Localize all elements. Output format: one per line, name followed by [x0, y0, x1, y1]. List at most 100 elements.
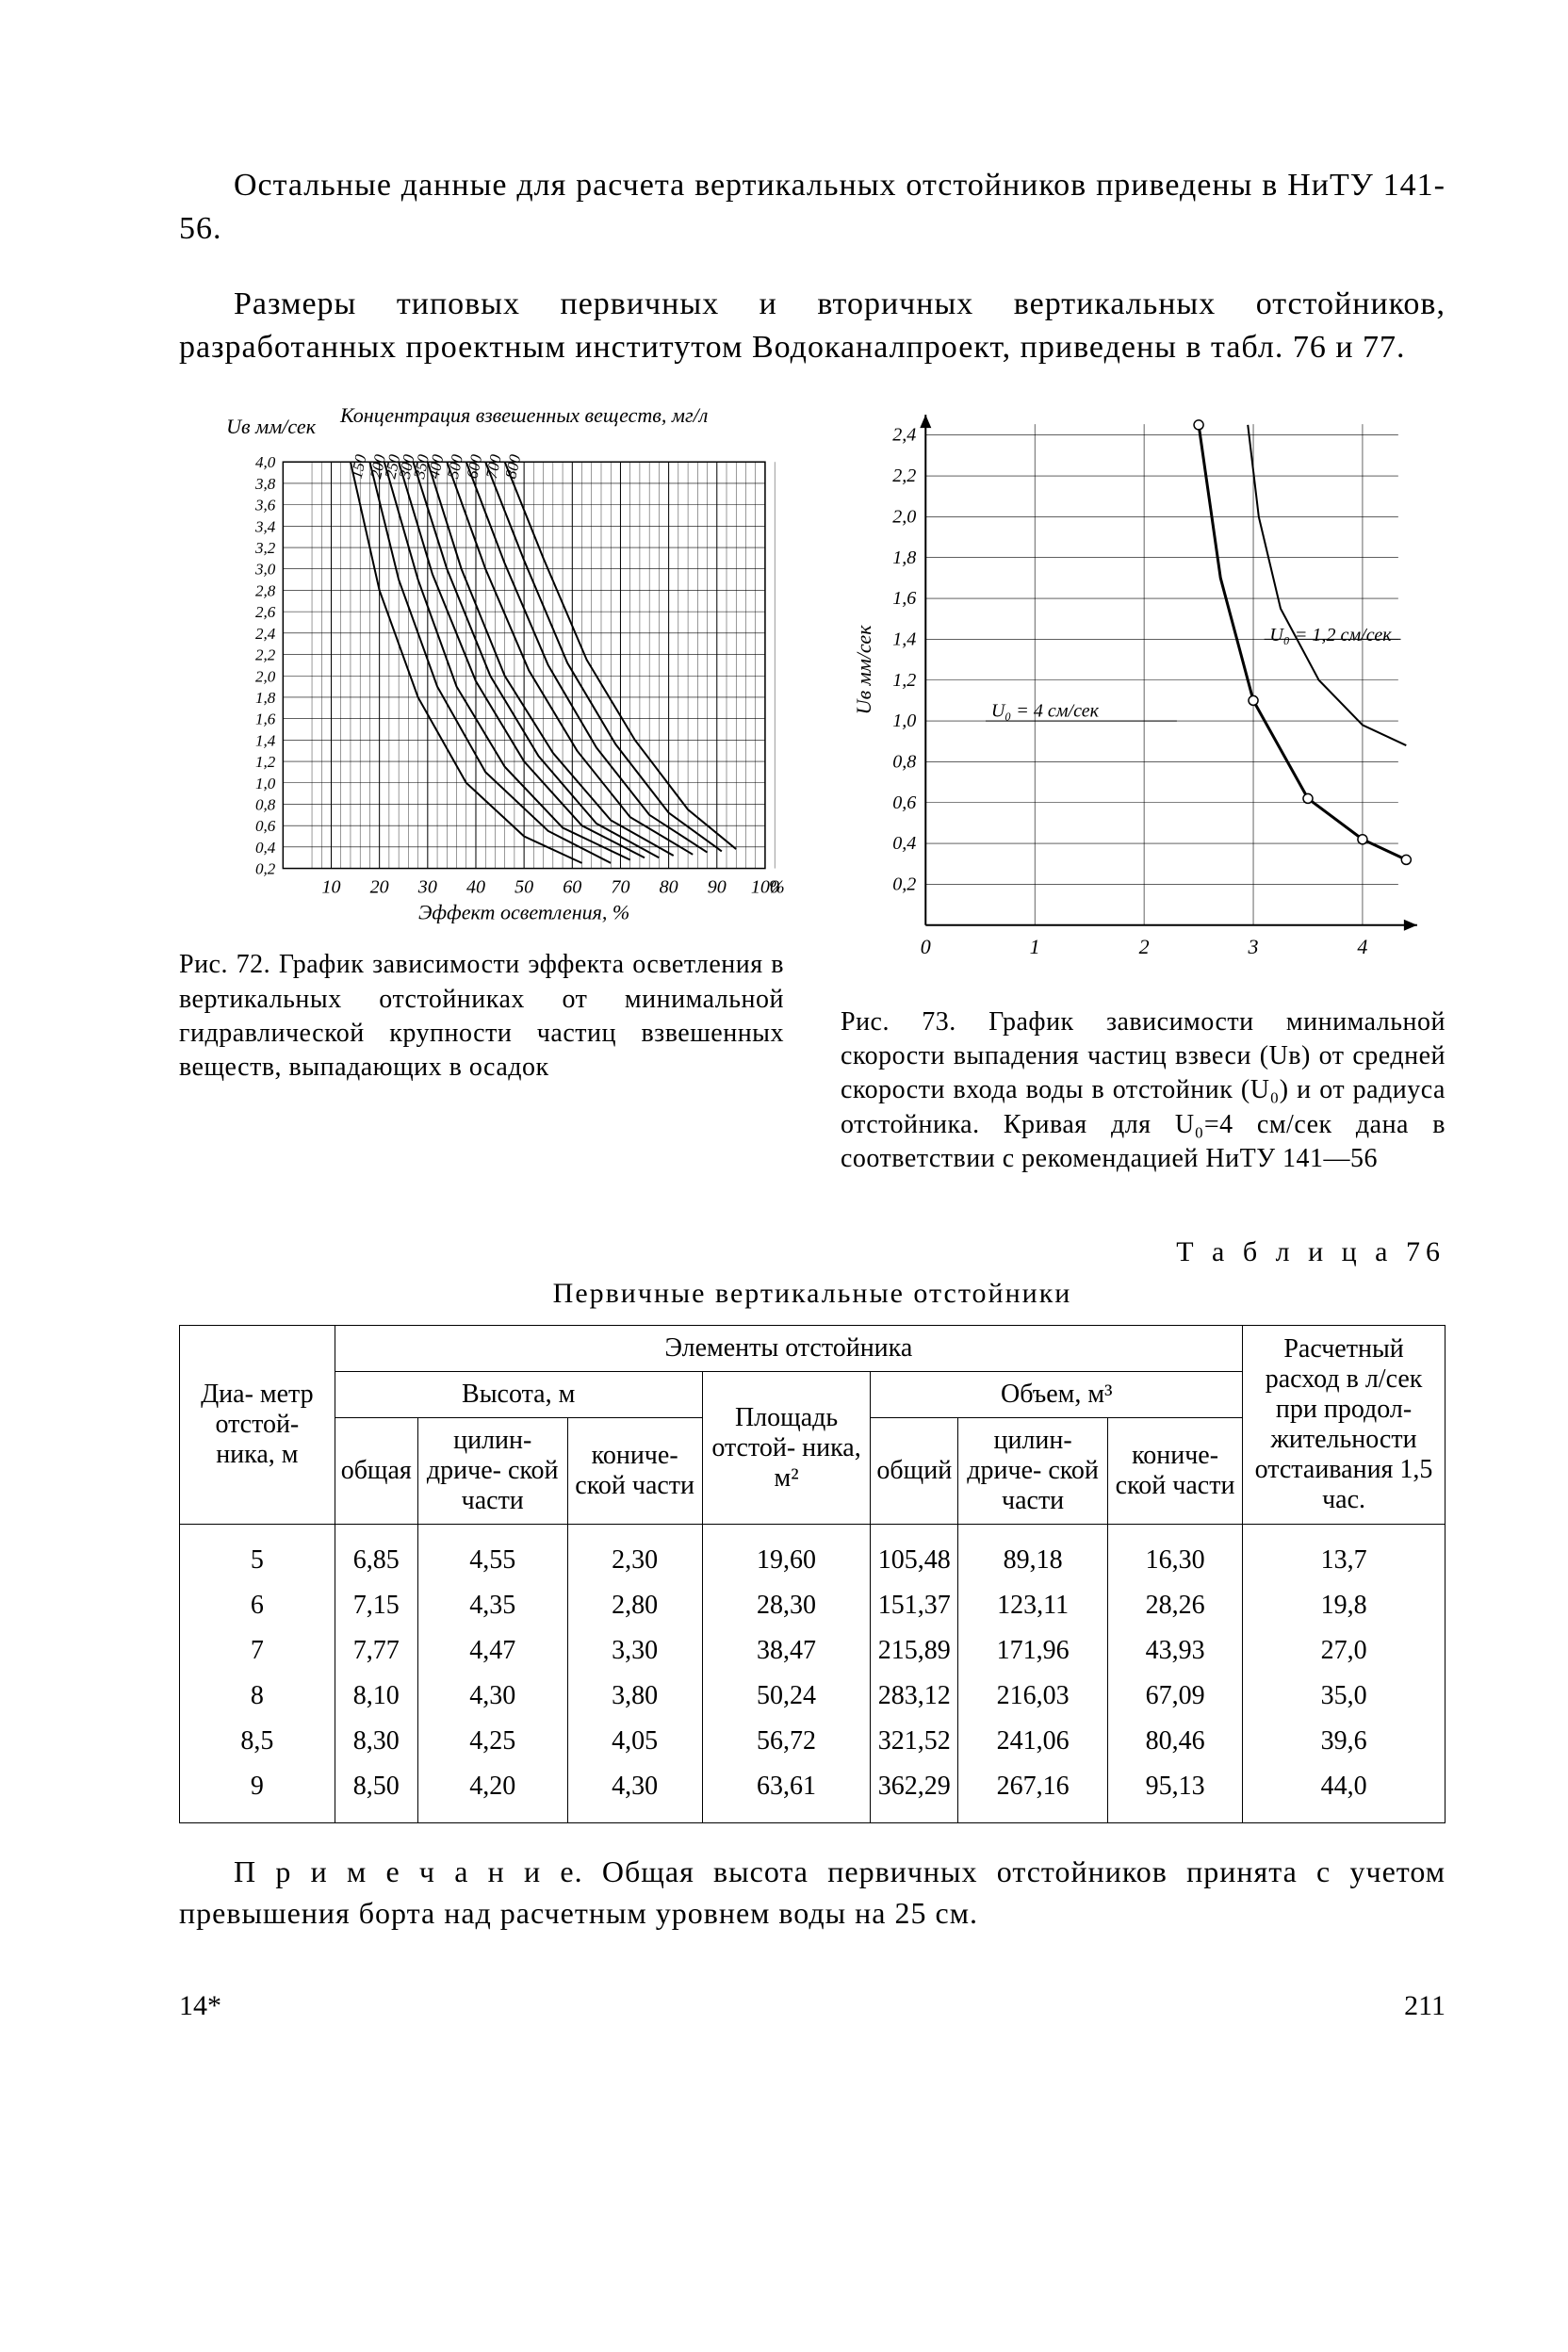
table-cell: 8,30 — [335, 1719, 417, 1764]
table-cell: 95,13 — [1108, 1764, 1243, 1823]
table-cell: 151,37 — [871, 1583, 958, 1628]
svg-text:3,8: 3,8 — [254, 475, 276, 493]
footer-right: 211 — [1404, 1990, 1446, 2022]
svg-text:Uв мм/сек: Uв мм/сек — [852, 624, 875, 714]
col-h-total: общая — [335, 1418, 417, 1525]
col-v-cone: кониче- ской части — [1108, 1418, 1243, 1525]
height-header: Высота, м — [335, 1372, 702, 1418]
svg-text:2,4: 2,4 — [255, 624, 276, 642]
figure-73: 0,20,40,60,81,01,21,41,61,82,02,22,40123… — [841, 396, 1446, 1203]
svg-text:80: 80 — [660, 876, 678, 897]
svg-text:1,2: 1,2 — [892, 669, 916, 690]
figure-72-caption: Рис. 72. График зависимости эффекта осве… — [179, 948, 784, 1086]
svg-text:90: 90 — [708, 876, 727, 897]
table-cell: 28,30 — [702, 1583, 871, 1628]
table-cell: 89,18 — [958, 1525, 1108, 1584]
svg-text:20: 20 — [370, 876, 389, 897]
table-cell: 105,48 — [871, 1525, 958, 1584]
table-cell: 13,7 — [1243, 1525, 1446, 1584]
table-cell: 4,05 — [567, 1719, 702, 1764]
table-note: П р и м е ч а н и е. Общая высота первич… — [179, 1852, 1446, 1933]
figure-72-svg: 1020304050607080901004,03,83,63,43,23,02… — [179, 396, 784, 925]
group-header: Элементы отстойника — [335, 1326, 1242, 1372]
footer-left: 14* — [179, 1990, 221, 2022]
table-row: 67,154,352,8028,30151,37123,1128,2619,8 — [180, 1583, 1446, 1628]
table-cell: 4,30 — [417, 1674, 567, 1719]
svg-text:2,2: 2,2 — [892, 466, 916, 486]
svg-text:0: 0 — [921, 934, 931, 957]
svg-text:0,6: 0,6 — [255, 817, 276, 835]
col-h-cone: кониче- ской части — [567, 1418, 702, 1525]
svg-text:4,0: 4,0 — [255, 453, 276, 471]
table-cell: 8,50 — [335, 1764, 417, 1823]
svg-text:1,8: 1,8 — [892, 547, 916, 567]
svg-text:1,2: 1,2 — [255, 753, 276, 771]
table-cell: 4,55 — [417, 1525, 567, 1584]
col-v-cyl: цилин- дриче- ской части — [958, 1418, 1108, 1525]
svg-text:Эффект осветления, %: Эффект осветления, % — [418, 900, 629, 923]
svg-text:Uв мм/сек: Uв мм/сек — [226, 415, 317, 438]
svg-text:0,4: 0,4 — [255, 838, 276, 856]
table-76: Диа- метр отстой- ника, м Элементы отсто… — [179, 1325, 1446, 1823]
svg-text:2,0: 2,0 — [892, 506, 916, 527]
svg-text:U₀ = 1,2 см/сек: U₀ = 1,2 см/сек — [1269, 625, 1392, 645]
svg-text:2,0: 2,0 — [255, 667, 276, 685]
table-cell: 19,8 — [1243, 1583, 1446, 1628]
figures-row: 1020304050607080901004,03,83,63,43,23,02… — [179, 396, 1446, 1203]
table-cell: 56,72 — [702, 1719, 871, 1764]
svg-text:1,6: 1,6 — [255, 710, 276, 727]
svg-text:1,4: 1,4 — [892, 629, 916, 649]
body-paragraph-2: Размеры типовых первичных и вторичных ве… — [179, 283, 1446, 369]
table-row: 77,774,473,3038,47215,89171,9643,9327,0 — [180, 1628, 1446, 1674]
svg-text:0,8: 0,8 — [892, 751, 916, 772]
table-cell: 50,24 — [702, 1674, 871, 1719]
svg-text:0,6: 0,6 — [892, 792, 916, 812]
table-cell: 7 — [180, 1628, 335, 1674]
figure-73-caption: Рис. 73. График зависимости минимальной … — [841, 1005, 1446, 1177]
svg-text:10: 10 — [321, 876, 340, 897]
svg-text:60: 60 — [563, 876, 581, 897]
table-cell: 123,11 — [958, 1583, 1108, 1628]
svg-text:1,0: 1,0 — [892, 710, 916, 731]
body-paragraph-1: Остальные данные для расчета вертикальны… — [179, 164, 1446, 251]
col-flow: Расчетный расход в л/сек при продол- жит… — [1243, 1326, 1446, 1525]
table-row: 8,58,304,254,0556,72321,52241,0680,4639,… — [180, 1719, 1446, 1764]
table-cell: 38,47 — [702, 1628, 871, 1674]
svg-text:40: 40 — [466, 876, 485, 897]
table-cell: 6,85 — [335, 1525, 417, 1584]
table-cell: 7,77 — [335, 1628, 417, 1674]
table-cell: 267,16 — [958, 1764, 1108, 1823]
col-area: Площадь отстой- ника, м² — [702, 1372, 871, 1525]
page-footer: 14* 211 — [179, 1990, 1446, 2022]
volume-header: Объем, м³ — [871, 1372, 1243, 1418]
figure-72: 1020304050607080901004,03,83,63,43,23,02… — [179, 396, 784, 1203]
table-cell: 80,46 — [1108, 1719, 1243, 1764]
table-cell: 283,12 — [871, 1674, 958, 1719]
table-cell: 16,30 — [1108, 1525, 1243, 1584]
table-cell: 27,0 — [1243, 1628, 1446, 1674]
table-cell: 43,93 — [1108, 1628, 1243, 1674]
svg-text:2: 2 — [1139, 934, 1150, 957]
table-cell: 35,0 — [1243, 1674, 1446, 1719]
table-label: Т а б л и ц а 76 — [179, 1236, 1446, 1268]
svg-text:30: 30 — [417, 876, 437, 897]
table-cell: 8,5 — [180, 1719, 335, 1764]
table-cell: 4,30 — [567, 1764, 702, 1823]
table-cell: 19,60 — [702, 1525, 871, 1584]
table-cell: 67,09 — [1108, 1674, 1243, 1719]
svg-text:0,4: 0,4 — [892, 833, 916, 854]
table-cell: 28,26 — [1108, 1583, 1243, 1628]
svg-text:50: 50 — [514, 876, 533, 897]
table-cell: 4,25 — [417, 1719, 567, 1764]
table-cell: 4,20 — [417, 1764, 567, 1823]
svg-text:1,8: 1,8 — [255, 689, 276, 707]
table-cell: 8 — [180, 1674, 335, 1719]
table-cell: 241,06 — [958, 1719, 1108, 1764]
table-row: 98,504,204,3063,61362,29267,1695,1344,0 — [180, 1764, 1446, 1823]
table-cell: 63,61 — [702, 1764, 871, 1823]
table-cell: 215,89 — [871, 1628, 958, 1674]
table-cell: 5 — [180, 1525, 335, 1584]
svg-text:800: 800 — [501, 452, 524, 480]
table-cell: 44,0 — [1243, 1764, 1446, 1823]
table-cell: 4,47 — [417, 1628, 567, 1674]
